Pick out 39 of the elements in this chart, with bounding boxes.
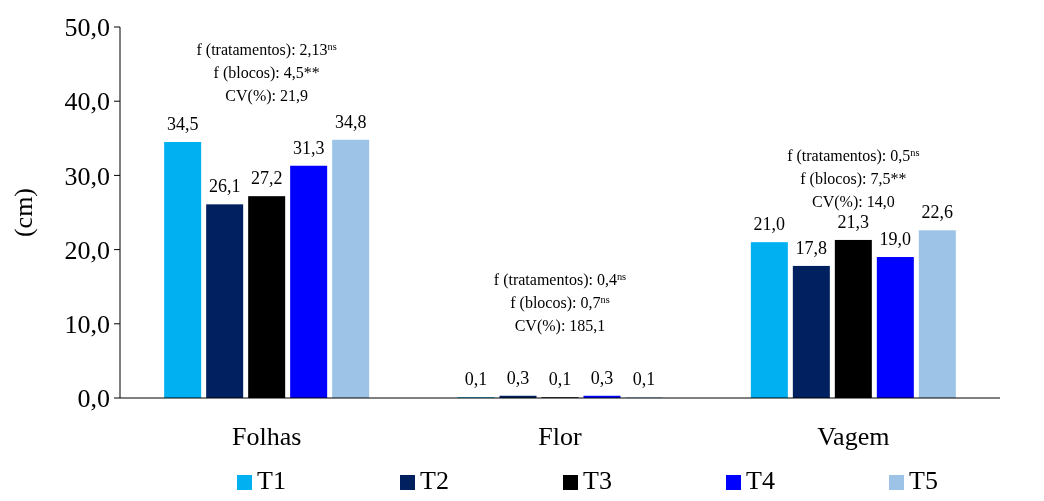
x-tick-label: Flor xyxy=(538,422,583,451)
y-tick-label: 10,0 xyxy=(64,309,110,339)
y-tick-label: 0,0 xyxy=(77,384,110,414)
annotation: CV(%): 21,9 xyxy=(225,86,308,105)
data-label: 0,1 xyxy=(632,369,656,390)
data-label: 34,5 xyxy=(166,114,199,135)
y-tick-label: 50,0 xyxy=(64,13,110,43)
annotation: f (tratamentos): 0,4$^{ns}$ xyxy=(493,270,627,289)
data-label: 22,6 xyxy=(921,202,954,223)
legend-label: T5 xyxy=(909,466,938,495)
annotation: f (tratamentos): 2,13$^{ns}$ xyxy=(196,40,337,59)
x-tick-label: Vagem xyxy=(817,422,890,451)
y-tick-label: 20,0 xyxy=(64,235,110,265)
legend-label: T4 xyxy=(746,466,775,495)
data-label: 0,3 xyxy=(506,367,530,388)
annotation: f (blocos): 4,5** xyxy=(213,63,320,82)
legend-label: T1 xyxy=(257,466,286,495)
data-label: 34,8 xyxy=(334,111,367,132)
y-tick-label: 40,0 xyxy=(64,87,110,117)
data-label: 21,0 xyxy=(753,214,786,235)
data-label: 21,3 xyxy=(837,211,870,232)
data-label: 0,3 xyxy=(590,367,614,388)
data-label: 0,1 xyxy=(464,369,488,390)
data-label: 27,2 xyxy=(250,168,283,189)
data-label: 0,1 xyxy=(548,369,572,390)
y-tick-label: 30,0 xyxy=(64,161,110,191)
annotation: f (tratamentos): 0,5$^{ns}$ xyxy=(787,146,920,165)
annotation: CV(%): 185,1 xyxy=(514,316,606,335)
annotation: f (blocos): 0,7$^{ns}$ xyxy=(510,293,610,312)
legend-label: T2 xyxy=(420,466,449,495)
legend-label: T3 xyxy=(583,466,612,495)
y-axis-title: (cm) xyxy=(9,187,38,238)
annotation: CV(%): 14,0 xyxy=(812,192,895,211)
data-label: 31,3 xyxy=(292,137,325,158)
data-label: 19,0 xyxy=(879,229,912,250)
x-tick-label: Folhas xyxy=(231,422,302,451)
data-label: 17,8 xyxy=(795,237,828,258)
data-label: 26,1 xyxy=(208,176,241,197)
annotation: f (blocos): 7,5** xyxy=(800,169,907,188)
